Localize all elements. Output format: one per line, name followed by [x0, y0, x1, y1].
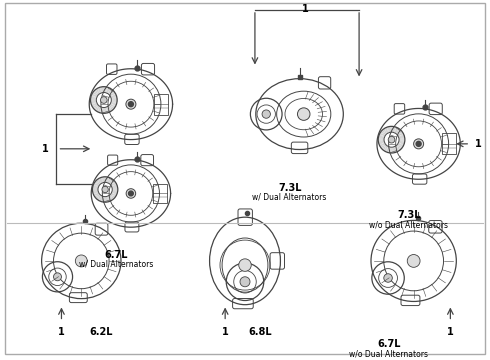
Text: w/ Dual Alternators: w/ Dual Alternators — [252, 193, 327, 202]
Circle shape — [128, 102, 133, 107]
Circle shape — [384, 274, 392, 282]
Circle shape — [239, 259, 251, 271]
Circle shape — [262, 110, 270, 118]
Text: w/o Dual Alternators: w/o Dual Alternators — [369, 220, 448, 229]
Text: 6.2L: 6.2L — [89, 327, 113, 337]
Text: 1: 1 — [222, 327, 228, 337]
Text: 1: 1 — [58, 327, 65, 337]
Text: 6.7L: 6.7L — [377, 339, 401, 349]
Circle shape — [297, 108, 310, 120]
Circle shape — [102, 186, 108, 193]
Circle shape — [100, 97, 107, 103]
Text: 6.7L: 6.7L — [104, 250, 128, 260]
Text: 1: 1 — [447, 327, 454, 337]
Circle shape — [75, 255, 87, 267]
Circle shape — [126, 189, 136, 198]
Text: 1: 1 — [302, 4, 309, 14]
Circle shape — [240, 277, 250, 287]
Text: 6.8L: 6.8L — [248, 327, 271, 337]
Bar — [154, 94, 169, 114]
Text: 7.3L: 7.3L — [397, 210, 420, 220]
Bar — [441, 134, 456, 154]
Text: 1: 1 — [42, 144, 49, 154]
Circle shape — [388, 136, 395, 143]
Circle shape — [53, 273, 61, 281]
Circle shape — [407, 255, 420, 267]
Circle shape — [416, 141, 421, 147]
Text: 1: 1 — [475, 139, 482, 149]
Text: w/ Dual Alternators: w/ Dual Alternators — [79, 260, 153, 269]
Bar — [153, 184, 167, 203]
Circle shape — [128, 191, 133, 196]
Circle shape — [126, 99, 136, 109]
Text: w/o Dual Alternators: w/o Dual Alternators — [349, 349, 428, 358]
Circle shape — [414, 139, 424, 149]
Text: 7.3L: 7.3L — [278, 183, 301, 193]
